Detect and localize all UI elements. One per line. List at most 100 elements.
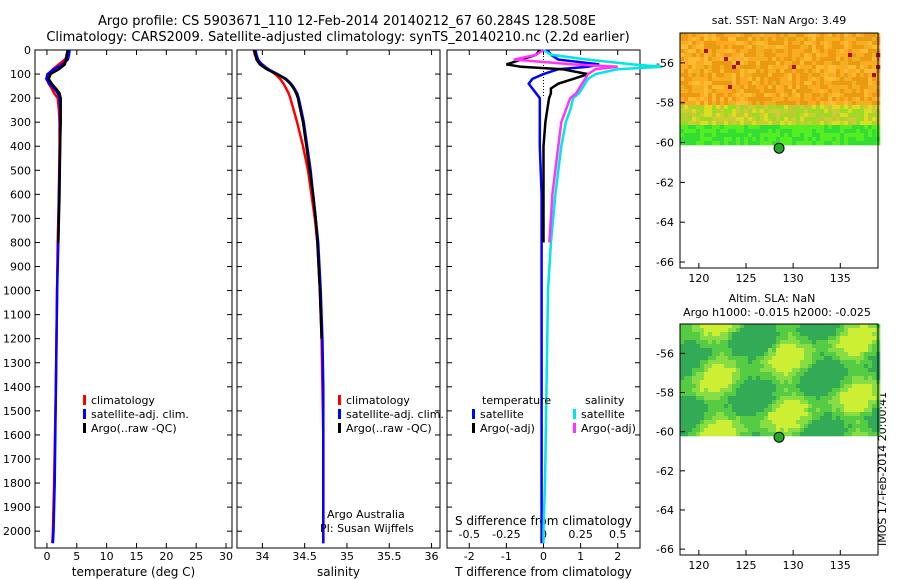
sst_map-raster-cell: [852, 85, 857, 90]
sst_map-raster-cell: [760, 49, 765, 54]
sla_map-raster-cell: [788, 432, 793, 437]
sst_map-raster-cell: [684, 113, 689, 118]
sla_map-raster-cell: [700, 360, 705, 365]
sla_map-raster-cell: [860, 344, 865, 349]
depth-tick-label: 900: [10, 261, 31, 274]
sla_map-raster-cell: [856, 336, 861, 341]
sla_map-raster-cell: [720, 420, 725, 425]
sla_map-raster-cell: [760, 352, 765, 357]
sst_map-raster-cell: [732, 141, 737, 146]
sla_map-raster-cell: [696, 400, 701, 405]
sst_map-raster-cell: [728, 89, 733, 94]
sla_map-raster-cell: [740, 360, 745, 365]
sla_map-raster-cell: [780, 352, 785, 357]
sst_map-raster-cell: [736, 125, 741, 130]
sla_map-raster-cell: [792, 428, 797, 433]
sst_map-raster-cell: [720, 41, 725, 46]
sst_map-raster-cell: [848, 121, 853, 126]
sla_map-raster-cell: [712, 348, 717, 353]
sst_map-raster-cell: [732, 45, 737, 50]
sla_map-raster-cell: [720, 388, 725, 393]
sla_map-raster-cell: [724, 376, 729, 381]
sla_map-raster-cell: [700, 376, 705, 381]
sla_map-raster-cell: [720, 376, 725, 381]
sst_map-raster-cell: [812, 33, 817, 38]
sla_map-raster-cell: [852, 328, 857, 333]
sla_map-raster-cell: [764, 368, 769, 373]
sst_map-raster-cell: [788, 85, 793, 90]
sla_map-raster-cell: [848, 368, 853, 373]
sst_map-raster-cell: [712, 73, 717, 78]
sla_map-raster-cell: [832, 416, 837, 421]
sst_map-raster-cell: [820, 137, 825, 142]
sla_map-raster-cell: [744, 408, 749, 413]
sst_map-raster-cell: [808, 73, 813, 78]
sst_map-raster-cell: [852, 45, 857, 50]
sst_map-raster-cell: [708, 77, 713, 82]
sst_map-raster-cell: [808, 77, 813, 82]
sla_map-raster-cell: [712, 412, 717, 417]
sla_map-raster-cell: [712, 420, 717, 425]
sst_map-raster-cell: [732, 105, 737, 110]
sla_map-raster-cell: [700, 348, 705, 353]
sst_map-raster-cell: [792, 129, 797, 134]
sst_map-raster-cell: [736, 109, 741, 114]
sla_map-raster-cell: [824, 372, 829, 377]
sla_map-raster-cell: [804, 388, 809, 393]
sst_map-raster-cell: [828, 61, 833, 66]
sla_map-raster-cell: [864, 376, 869, 381]
sla_map-raster-cell: [736, 432, 741, 437]
sst_map-raster-cell: [844, 73, 849, 78]
sst_map-raster-cell: [804, 133, 809, 138]
sst_map-raster-cell: [808, 125, 813, 130]
sla_map-xtick-label: 120: [688, 559, 709, 572]
sla_map-raster-cell: [788, 372, 793, 377]
depth-tick-label: 800: [10, 236, 31, 249]
sst_map-raster-cell: [680, 53, 685, 58]
sst_map-raster-cell: [812, 129, 817, 134]
sla_map-raster-cell: [796, 420, 801, 425]
sst_map-raster-cell: [688, 121, 693, 126]
sla_map-raster-cell: [744, 400, 749, 405]
sst_map-raster-cell: [720, 121, 725, 126]
sst_map-raster-cell: [748, 81, 753, 86]
sla_map-raster-cell: [720, 340, 725, 345]
sst_map-raster-cell: [872, 105, 877, 110]
sst_map-raster-cell: [872, 81, 877, 86]
sla_map-raster-cell: [864, 336, 869, 341]
sst_map-raster-cell: [816, 141, 821, 146]
sst_map-raster-cell: [772, 61, 777, 66]
sst_map-xtick-label: 135: [830, 272, 851, 285]
sla_map-raster-cell: [692, 356, 697, 361]
sla_map-raster-cell: [720, 416, 725, 421]
sla_map-raster-cell: [772, 380, 777, 385]
sst_map-raster-cell: [832, 101, 837, 106]
sst_map-raster-cell: [788, 53, 793, 58]
sla_map-raster-cell: [844, 408, 849, 413]
sst_map-raster-cell: [812, 49, 817, 54]
sst_map-raster-cell: [684, 45, 689, 50]
sst_map-raster-cell: [844, 85, 849, 90]
sst_map-raster-cell: [704, 109, 709, 114]
sla_map-raster-cell: [788, 336, 793, 341]
sla_map-raster-cell: [700, 400, 705, 405]
sst_map-raster-cell: [812, 85, 817, 90]
sla_map-raster-cell: [736, 380, 741, 385]
sst_map-raster-cell: [764, 101, 769, 106]
sla_map-raster-cell: [820, 360, 825, 365]
sst_map-raster-cell: [736, 133, 741, 138]
sla_map-raster-cell: [740, 376, 745, 381]
sla_map-raster-cell: [824, 348, 829, 353]
sst_map-raster-cell: [828, 57, 833, 62]
sst_map-raster-cell: [744, 109, 749, 114]
sla_map-raster-cell: [864, 340, 869, 345]
sst_map-raster-cell: [820, 69, 825, 74]
sla_map-raster-cell: [824, 400, 829, 405]
sst_map-raster-cell: [864, 85, 869, 90]
sst_map-raster-cell: [824, 97, 829, 102]
sst_map-raster-cell: [844, 53, 849, 58]
sla_map-raster-cell: [768, 408, 773, 413]
sla_map-raster-cell: [840, 392, 845, 397]
sla_map-raster-cell: [868, 364, 873, 369]
sla_map-raster-cell: [716, 424, 721, 429]
